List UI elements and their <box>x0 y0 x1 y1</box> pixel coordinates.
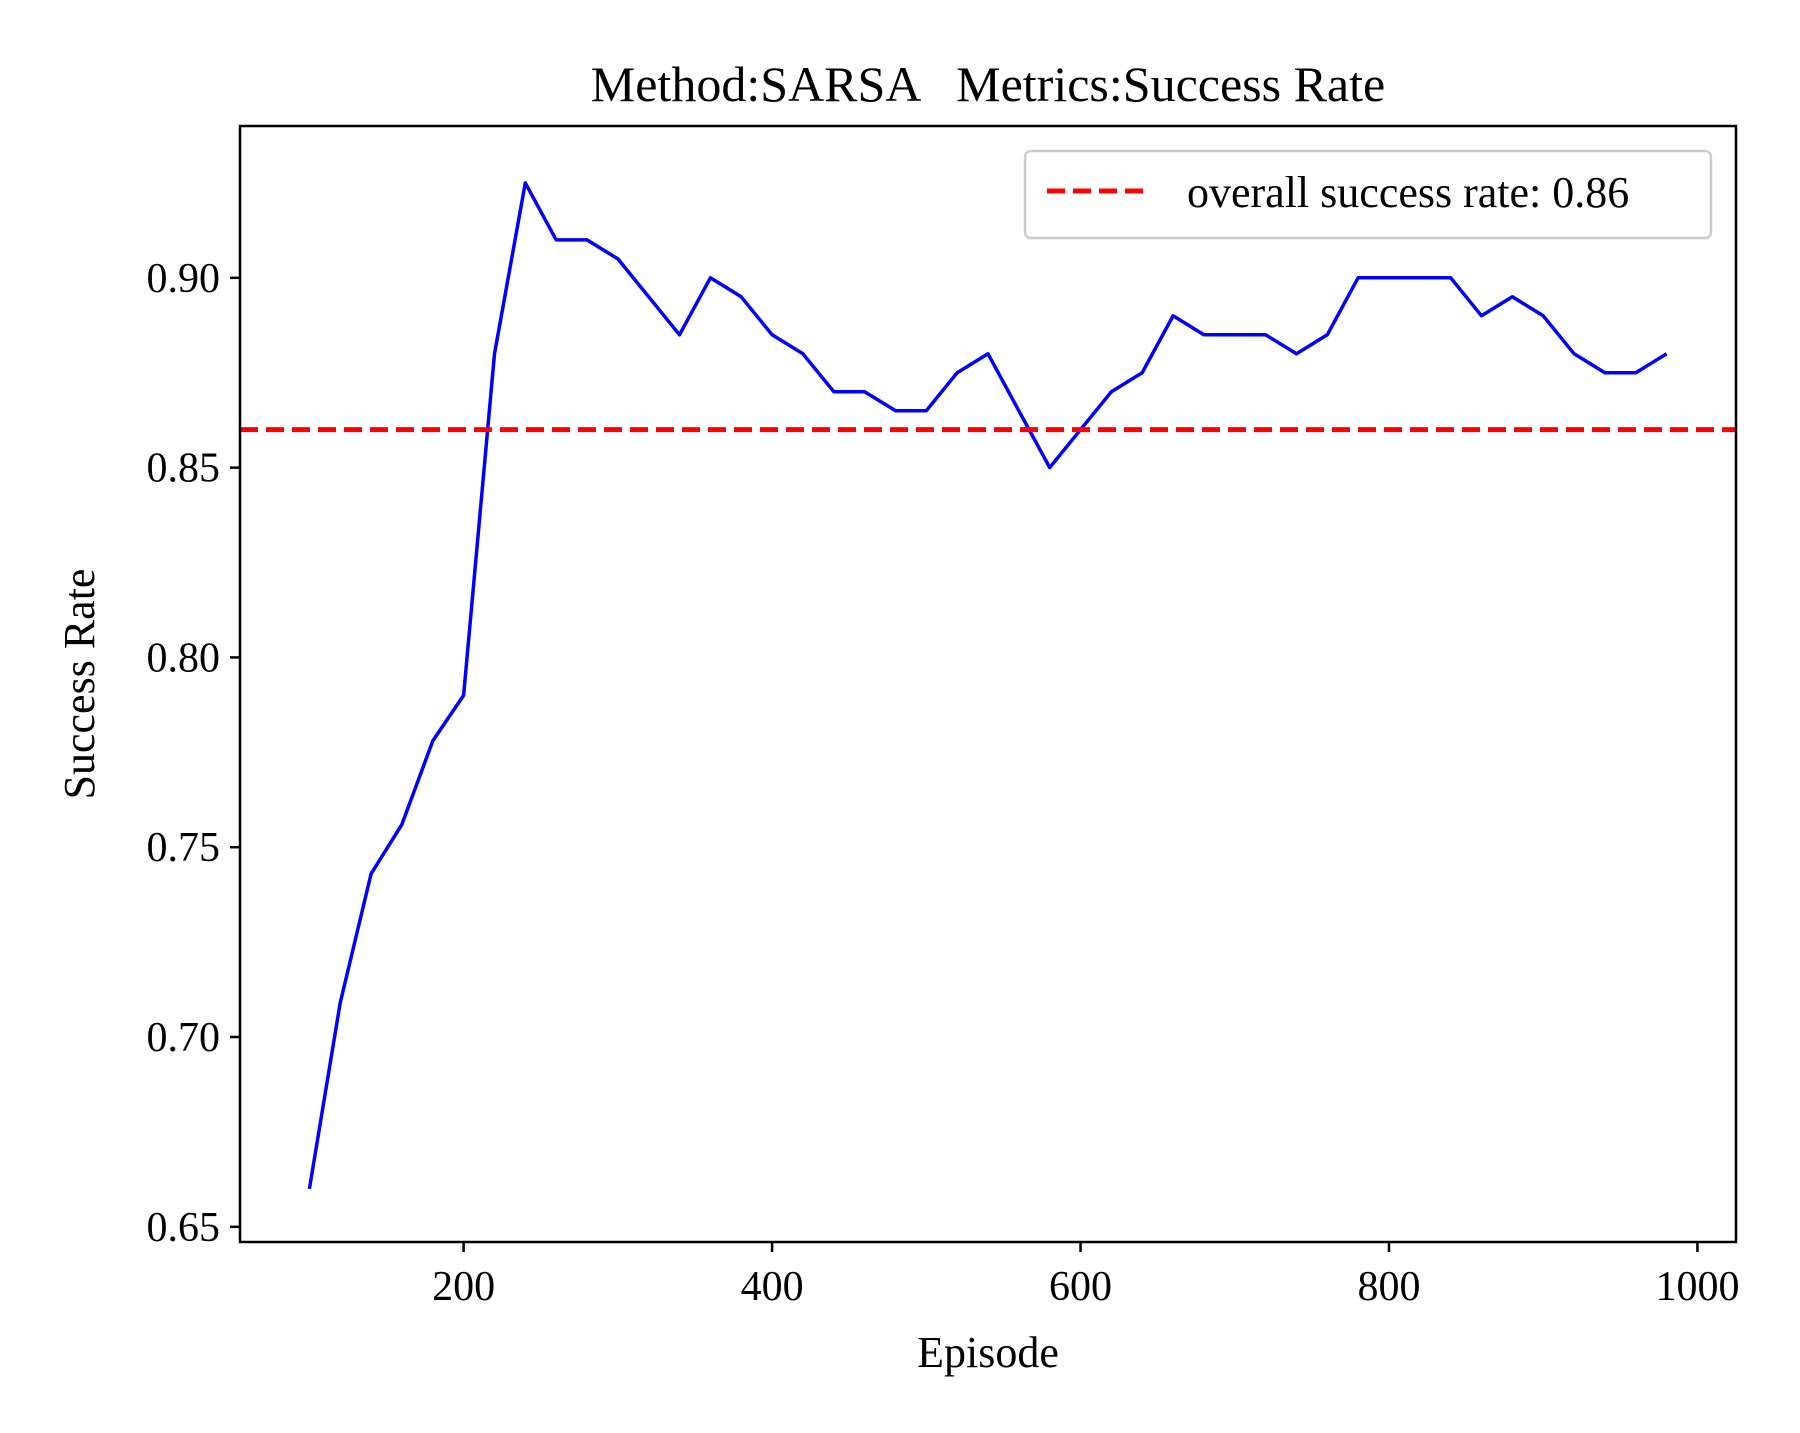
y-axis-label: Success Rate <box>55 569 104 800</box>
x-tick-label: 600 <box>1049 1264 1112 1310</box>
x-tick-label: 400 <box>741 1264 804 1310</box>
y-tick-label: 0.65 <box>147 1205 221 1251</box>
data-layer <box>240 181 1736 1190</box>
plot-area <box>240 181 1736 1190</box>
legend: overall success rate: 0.86 <box>1023 149 1713 240</box>
legend-reference-line-label: overall success rate: 0.86 <box>1187 168 1629 217</box>
chart-title: Method:SARSA Metrics:Success Rate <box>591 56 1385 112</box>
series-line-0 <box>307 181 1668 1190</box>
y-tick-label: 0.70 <box>147 1015 221 1061</box>
axis-ticks: 200 400 600 800 1000 0.65 0.70 0.75 0.80 0.85 0.90 <box>147 256 1740 1310</box>
x-tick-label: 1000 <box>1655 1264 1739 1310</box>
x-tick-label: 200 <box>432 1264 495 1310</box>
plot-frame <box>238 124 1738 1244</box>
y-tick-label: 0.85 <box>147 446 221 492</box>
x-axis-label: Episode <box>917 1328 1059 1377</box>
y-tick-label: 0.80 <box>147 635 221 681</box>
x-tick-label: 800 <box>1357 1264 1420 1310</box>
legend-box <box>1023 149 1713 240</box>
y-tick-label: 0.75 <box>147 825 221 871</box>
y-tick-label: 0.90 <box>147 256 221 302</box>
